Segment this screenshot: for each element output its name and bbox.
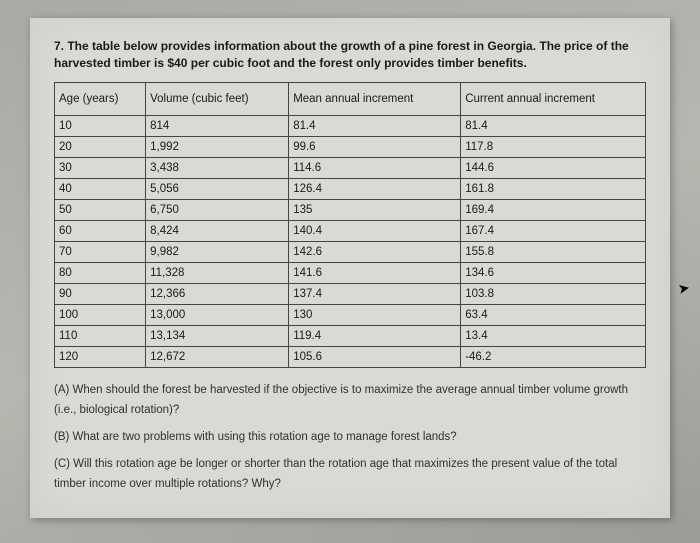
table-cell: 9,982 bbox=[146, 241, 289, 262]
table-cell: 13,134 bbox=[146, 325, 289, 346]
table-cell: 12,672 bbox=[146, 346, 289, 367]
table-cell: 134.6 bbox=[461, 262, 646, 283]
table-cell: 130 bbox=[289, 304, 461, 325]
worksheet-page: 7. The table below provides information … bbox=[30, 18, 670, 518]
table-cell: 126.4 bbox=[289, 178, 461, 199]
table-cell: 100 bbox=[55, 304, 146, 325]
table-cell: -46.2 bbox=[461, 346, 646, 367]
table-cell: 141.6 bbox=[289, 262, 461, 283]
table-cell: 137.4 bbox=[289, 283, 461, 304]
question-a: (A) When should the forest be harvested … bbox=[54, 380, 646, 421]
question-c: (C) Will this rotation age be longer or … bbox=[54, 454, 646, 495]
table-row: 1081481.481.4 bbox=[55, 115, 646, 136]
col-volume: Volume (cubic feet) bbox=[146, 82, 289, 115]
table-cell: 6,750 bbox=[146, 199, 289, 220]
growth-table: Age (years) Volume (cubic feet) Mean ann… bbox=[54, 82, 646, 368]
table-cell: 13,000 bbox=[146, 304, 289, 325]
table-cell: 135 bbox=[289, 199, 461, 220]
table-row: 709,982142.6155.8 bbox=[55, 241, 646, 262]
table-row: 12012,672105.6-46.2 bbox=[55, 346, 646, 367]
table-cell: 50 bbox=[55, 199, 146, 220]
table-cell: 114.6 bbox=[289, 157, 461, 178]
table-cell: 167.4 bbox=[461, 220, 646, 241]
table-cell: 60 bbox=[55, 220, 146, 241]
cursor-icon: ➤ bbox=[677, 279, 692, 298]
table-row: 608,424140.4167.4 bbox=[55, 220, 646, 241]
table-cell: 5,056 bbox=[146, 178, 289, 199]
table-row: 303,438114.6144.6 bbox=[55, 157, 646, 178]
table-cell: 70 bbox=[55, 241, 146, 262]
table-cell: 814 bbox=[146, 115, 289, 136]
table-cell: 144.6 bbox=[461, 157, 646, 178]
table-row: 11013,134119.413.4 bbox=[55, 325, 646, 346]
col-cai: Current annual increment bbox=[461, 82, 646, 115]
table-cell: 155.8 bbox=[461, 241, 646, 262]
table-row: 201,99299.6117.8 bbox=[55, 136, 646, 157]
table-cell: 103.8 bbox=[461, 283, 646, 304]
table-cell: 12,366 bbox=[146, 283, 289, 304]
table-cell: 81.4 bbox=[461, 115, 646, 136]
table-cell: 99.6 bbox=[289, 136, 461, 157]
table-cell: 81.4 bbox=[289, 115, 461, 136]
col-age: Age (years) bbox=[55, 82, 146, 115]
problem-intro: 7. The table below provides information … bbox=[54, 38, 646, 72]
table-cell: 117.8 bbox=[461, 136, 646, 157]
table-cell: 119.4 bbox=[289, 325, 461, 346]
table-cell: 169.4 bbox=[461, 199, 646, 220]
table-cell: 140.4 bbox=[289, 220, 461, 241]
table-row: 9012,366137.4103.8 bbox=[55, 283, 646, 304]
table-row: 405,056126.4161.8 bbox=[55, 178, 646, 199]
question-b: (B) What are two problems with using thi… bbox=[54, 427, 646, 448]
table-cell: 3,438 bbox=[146, 157, 289, 178]
col-mai: Mean annual increment bbox=[289, 82, 461, 115]
table-cell: 142.6 bbox=[289, 241, 461, 262]
table-cell: 105.6 bbox=[289, 346, 461, 367]
table-cell: 30 bbox=[55, 157, 146, 178]
table-cell: 10 bbox=[55, 115, 146, 136]
table-cell: 80 bbox=[55, 262, 146, 283]
table-cell: 13.4 bbox=[461, 325, 646, 346]
table-cell: 63.4 bbox=[461, 304, 646, 325]
table-cell: 110 bbox=[55, 325, 146, 346]
table-cell: 161.8 bbox=[461, 178, 646, 199]
table-row: 8011,328141.6134.6 bbox=[55, 262, 646, 283]
table-cell: 1,992 bbox=[146, 136, 289, 157]
table-cell: 120 bbox=[55, 346, 146, 367]
table-cell: 40 bbox=[55, 178, 146, 199]
table-cell: 11,328 bbox=[146, 262, 289, 283]
table-cell: 20 bbox=[55, 136, 146, 157]
table-cell: 8,424 bbox=[146, 220, 289, 241]
table-row: 10013,00013063.4 bbox=[55, 304, 646, 325]
table-row: 506,750135169.4 bbox=[55, 199, 646, 220]
table-cell: 90 bbox=[55, 283, 146, 304]
